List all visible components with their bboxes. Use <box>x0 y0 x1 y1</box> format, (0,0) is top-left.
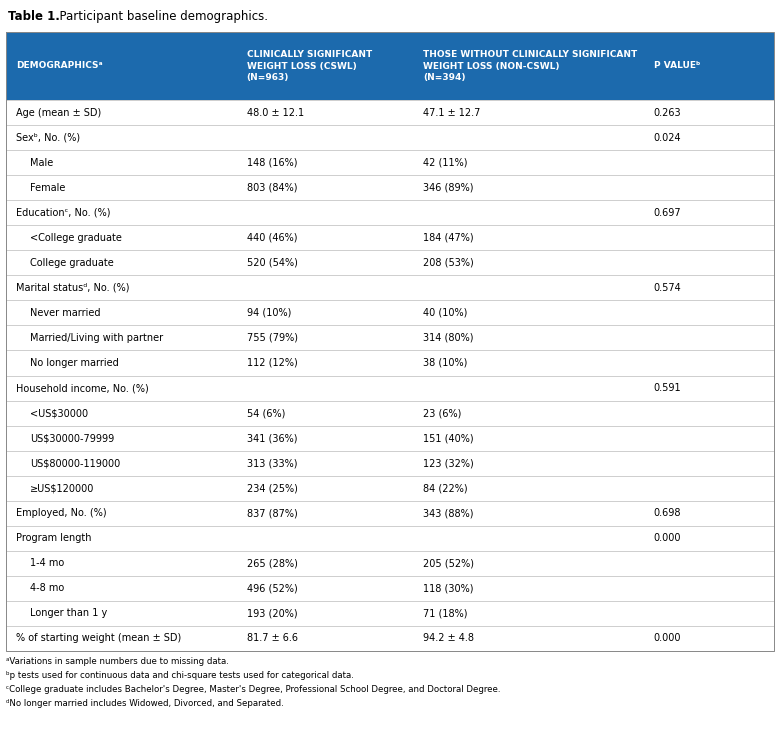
Text: 0.574: 0.574 <box>654 283 682 293</box>
Bar <box>6 276 774 300</box>
Text: College graduate: College graduate <box>30 258 114 268</box>
Text: 151 (40%): 151 (40%) <box>424 433 473 443</box>
Text: 341 (36%): 341 (36%) <box>246 433 297 443</box>
Text: 346 (89%): 346 (89%) <box>424 183 473 193</box>
Text: 84 (22%): 84 (22%) <box>424 483 468 493</box>
Text: 0.000: 0.000 <box>654 633 681 644</box>
Text: 81.7 ± 6.6: 81.7 ± 6.6 <box>246 633 297 644</box>
Text: 0.698: 0.698 <box>654 508 681 518</box>
Text: ᶜCollege graduate includes Bachelor's Degree, Master's Degree, Professional Scho: ᶜCollege graduate includes Bachelor's De… <box>6 685 501 694</box>
Bar <box>6 225 774 251</box>
Text: 193 (20%): 193 (20%) <box>246 608 297 619</box>
Text: 40 (10%): 40 (10%) <box>424 308 467 318</box>
Bar <box>6 426 774 451</box>
Text: 313 (33%): 313 (33%) <box>246 458 297 469</box>
Text: 94 (10%): 94 (10%) <box>246 308 291 318</box>
Text: % of starting weight (mean ± SD): % of starting weight (mean ± SD) <box>16 633 182 644</box>
Bar <box>6 601 774 626</box>
Text: 343 (88%): 343 (88%) <box>424 508 473 518</box>
Bar <box>6 251 774 276</box>
Bar <box>6 32 774 100</box>
Bar <box>6 501 774 525</box>
Text: ≥US$120000: ≥US$120000 <box>30 483 94 493</box>
Bar <box>6 350 774 375</box>
Text: US$30000-79999: US$30000-79999 <box>30 433 115 443</box>
Text: 755 (79%): 755 (79%) <box>246 333 297 343</box>
Text: 496 (52%): 496 (52%) <box>246 583 297 593</box>
Bar <box>6 150 774 175</box>
Text: P VALUEᵇ: P VALUEᵇ <box>654 61 700 70</box>
Text: Age (mean ± SD): Age (mean ± SD) <box>16 107 101 118</box>
Text: 184 (47%): 184 (47%) <box>424 233 473 242</box>
Text: Program length: Program length <box>16 534 91 543</box>
Text: 265 (28%): 265 (28%) <box>246 559 297 568</box>
Text: Table 1.: Table 1. <box>8 10 60 23</box>
Text: Marital statusᵈ, No. (%): Marital statusᵈ, No. (%) <box>16 283 129 293</box>
Text: 23 (6%): 23 (6%) <box>424 408 462 418</box>
Text: <College graduate: <College graduate <box>30 233 122 242</box>
Bar <box>6 525 774 551</box>
Text: ᵇp tests used for continuous data and chi-square tests used for categorical data: ᵇp tests used for continuous data and ch… <box>6 671 354 680</box>
Text: 71 (18%): 71 (18%) <box>424 608 468 619</box>
Text: 118 (30%): 118 (30%) <box>424 583 473 593</box>
Bar <box>6 325 774 350</box>
Text: 0.024: 0.024 <box>654 132 681 143</box>
Text: 0.000: 0.000 <box>654 534 681 543</box>
Text: CLINICALLY SIGNIFICANT
WEIGHT LOSS (CSWL)
(N=963): CLINICALLY SIGNIFICANT WEIGHT LOSS (CSWL… <box>246 50 372 81</box>
Text: 234 (25%): 234 (25%) <box>246 483 297 493</box>
Text: 520 (54%): 520 (54%) <box>246 258 297 268</box>
Text: Married/Living with partner: Married/Living with partner <box>30 333 163 343</box>
Text: Employed, No. (%): Employed, No. (%) <box>16 508 107 518</box>
Text: Household income, No. (%): Household income, No. (%) <box>16 383 149 393</box>
Bar <box>6 375 774 401</box>
Bar <box>6 451 774 476</box>
Text: Male: Male <box>30 157 53 168</box>
Text: 803 (84%): 803 (84%) <box>246 183 297 193</box>
Text: 148 (16%): 148 (16%) <box>246 157 297 168</box>
Text: 94.2 ± 4.8: 94.2 ± 4.8 <box>424 633 474 644</box>
Text: 0.263: 0.263 <box>654 107 681 118</box>
Bar <box>6 476 774 501</box>
Text: 837 (87%): 837 (87%) <box>246 508 297 518</box>
Text: 112 (12%): 112 (12%) <box>246 358 297 368</box>
Text: Participant baseline demographics.: Participant baseline demographics. <box>52 10 268 23</box>
Text: US$80000-119000: US$80000-119000 <box>30 458 120 469</box>
Text: DEMOGRAPHICSᵃ: DEMOGRAPHICSᵃ <box>16 61 103 70</box>
Bar <box>6 32 774 651</box>
Text: Sexᵇ, No. (%): Sexᵇ, No. (%) <box>16 132 80 143</box>
Text: 54 (6%): 54 (6%) <box>246 408 285 418</box>
Text: Educationᶜ, No. (%): Educationᶜ, No. (%) <box>16 208 111 218</box>
Bar <box>6 100 774 125</box>
Text: ᵈNo longer married includes Widowed, Divorced, and Separated.: ᵈNo longer married includes Widowed, Div… <box>6 699 284 708</box>
Text: 440 (46%): 440 (46%) <box>246 233 297 242</box>
Text: 0.697: 0.697 <box>654 208 681 218</box>
Text: 123 (32%): 123 (32%) <box>424 458 474 469</box>
Bar <box>6 300 774 325</box>
Text: No longer married: No longer married <box>30 358 119 368</box>
Bar <box>6 125 774 150</box>
Text: 48.0 ± 12.1: 48.0 ± 12.1 <box>246 107 303 118</box>
Text: 42 (11%): 42 (11%) <box>424 157 468 168</box>
Bar <box>6 200 774 225</box>
Text: ᵃVariations in sample numbers due to missing data.: ᵃVariations in sample numbers due to mis… <box>6 657 229 666</box>
Bar <box>6 175 774 200</box>
Text: 314 (80%): 314 (80%) <box>424 333 473 343</box>
Text: 38 (10%): 38 (10%) <box>424 358 467 368</box>
Text: 4-8 mo: 4-8 mo <box>30 583 65 593</box>
Text: 205 (52%): 205 (52%) <box>424 559 474 568</box>
Text: Never married: Never married <box>30 308 101 318</box>
Text: <US$30000: <US$30000 <box>30 408 88 418</box>
Text: 1-4 mo: 1-4 mo <box>30 559 65 568</box>
Text: 208 (53%): 208 (53%) <box>424 258 474 268</box>
Text: Longer than 1 y: Longer than 1 y <box>30 608 108 619</box>
Bar <box>6 626 774 651</box>
Bar <box>6 576 774 601</box>
Text: 0.591: 0.591 <box>654 383 681 393</box>
Text: 47.1 ± 12.7: 47.1 ± 12.7 <box>424 107 480 118</box>
Text: Female: Female <box>30 183 66 193</box>
Text: THOSE WITHOUT CLINICALLY SIGNIFICANT
WEIGHT LOSS (NON-CSWL)
(N=394): THOSE WITHOUT CLINICALLY SIGNIFICANT WEI… <box>424 50 637 81</box>
Bar <box>6 551 774 576</box>
Bar <box>6 401 774 426</box>
